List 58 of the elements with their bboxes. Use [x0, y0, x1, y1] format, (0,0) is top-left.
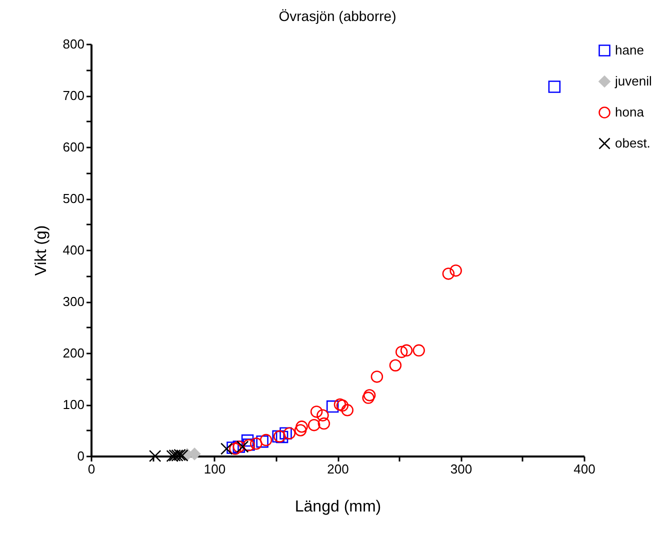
point — [442, 268, 455, 280]
y-axis-title: Vikt (g) — [32, 225, 50, 276]
point — [334, 398, 346, 411]
y-tick-label: 600 — [62, 140, 84, 154]
point — [363, 389, 376, 402]
point — [168, 449, 181, 462]
x-tick-label: 100 — [204, 462, 226, 476]
y-tick-label: 200 — [62, 346, 84, 360]
point — [326, 400, 339, 413]
point — [250, 438, 262, 450]
point — [318, 417, 330, 430]
point — [310, 406, 323, 418]
y-tick-label: 700 — [62, 88, 84, 103]
legend-label: hane — [615, 42, 644, 58]
y-tick-label: 100 — [62, 397, 84, 412]
point — [548, 80, 561, 93]
point — [280, 427, 292, 440]
x-axis-title: Längd (mm) — [294, 498, 382, 516]
point — [174, 448, 186, 462]
x-tick-label: 400 — [574, 462, 596, 476]
point — [400, 344, 413, 357]
point — [226, 442, 239, 454]
point — [220, 442, 233, 455]
point — [450, 264, 462, 277]
legend-label: juvenil — [614, 74, 652, 88]
y-tick-label: 400 — [62, 242, 84, 258]
legend-label: obest. — [615, 136, 650, 150]
y-tick-label: 800 — [62, 36, 84, 52]
y-tick-label: 300 — [62, 294, 84, 309]
point — [148, 450, 162, 462]
chart-title: Övrasjön (abborre) — [278, 8, 396, 24]
point — [276, 430, 288, 444]
point — [341, 404, 354, 416]
point — [260, 434, 272, 446]
y-tick-label: 500 — [62, 191, 84, 206]
point — [166, 450, 178, 462]
point — [362, 392, 374, 404]
point — [283, 427, 296, 440]
x-tick-label: 0 — [88, 462, 96, 476]
point — [296, 420, 308, 433]
point — [308, 418, 320, 432]
y-tick-label: 0 — [77, 448, 84, 464]
point — [336, 399, 349, 412]
x-tick-label: 200 — [327, 462, 349, 476]
x-tick-label: 300 — [450, 462, 472, 476]
point — [229, 442, 242, 455]
point — [412, 344, 425, 357]
point — [256, 435, 268, 448]
point — [389, 359, 402, 372]
point — [236, 440, 249, 453]
point — [171, 449, 184, 462]
point — [176, 449, 188, 462]
point — [370, 370, 384, 383]
point — [395, 346, 408, 358]
legend-label: hona — [615, 104, 645, 120]
point — [241, 434, 254, 447]
point — [316, 409, 329, 422]
point — [294, 424, 307, 436]
